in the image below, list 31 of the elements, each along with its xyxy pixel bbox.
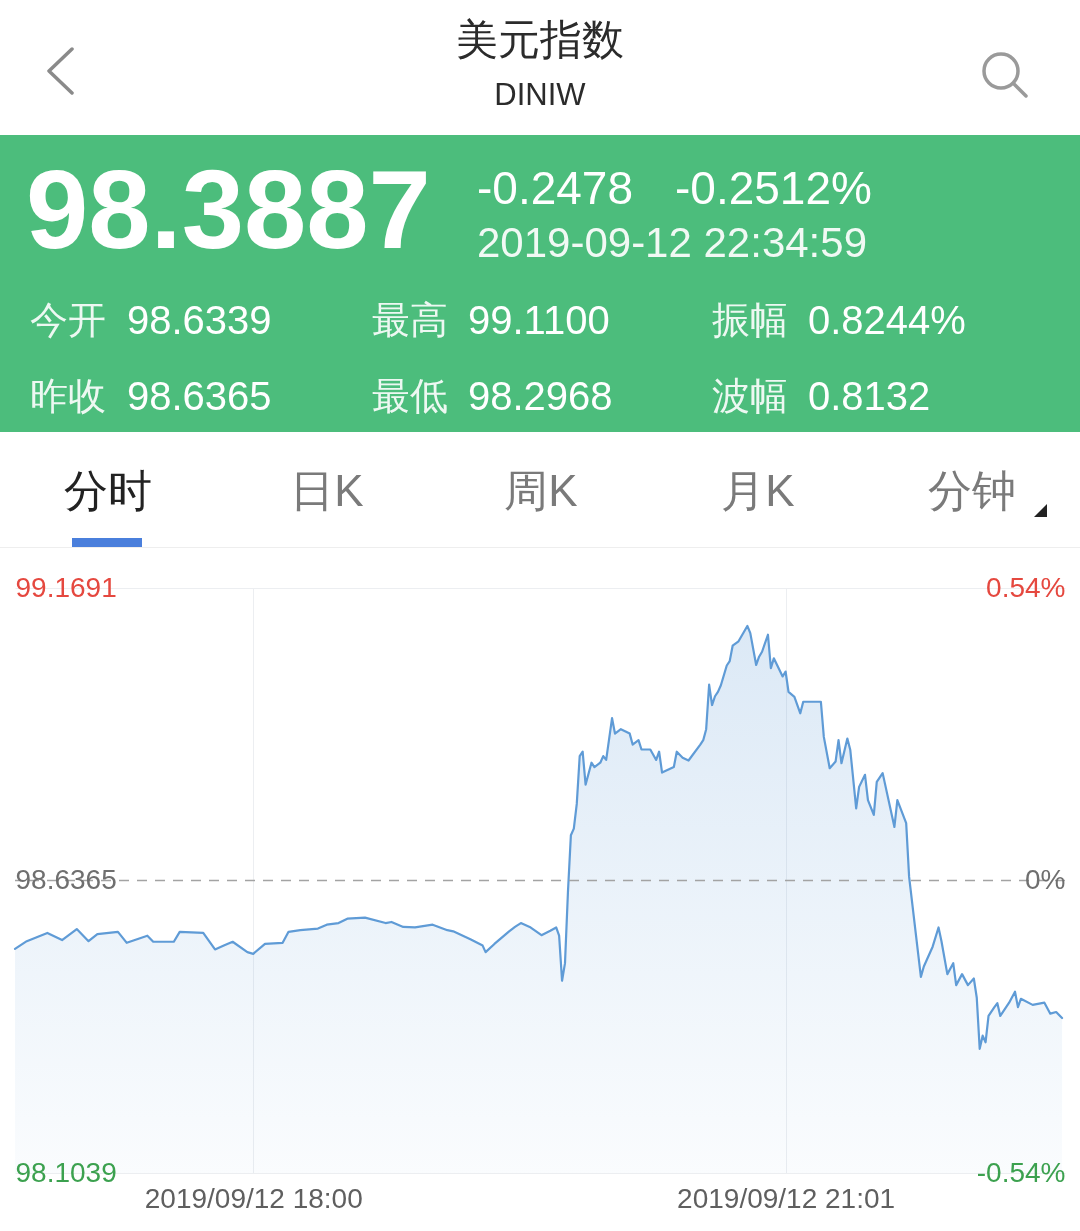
chart-subtitle: DINIW	[494, 76, 586, 113]
text: 0.8244%	[808, 297, 966, 344]
x-tick-label: 2019/09/12 21:01	[677, 1182, 896, 1214]
text: 最高	[372, 298, 448, 343]
text: 98.6339	[127, 297, 272, 344]
text: 今开	[30, 298, 106, 343]
chart-title: 美元指数	[456, 15, 624, 65]
y-tick-label: 98.6365	[15, 864, 117, 895]
text: 最低	[372, 374, 448, 419]
text: 分时	[64, 465, 152, 517]
text: 98.3887	[26, 146, 431, 274]
y-tick-label: 99.1691	[15, 571, 117, 603]
text: 周K	[504, 465, 578, 517]
text: 98.2968	[468, 373, 613, 420]
y2-tick-label: 0.54%	[986, 571, 1066, 603]
y-tick-label: 98.1039	[15, 1156, 117, 1188]
text: 98.6365	[127, 373, 272, 420]
text: -0.2478	[477, 161, 634, 216]
text: 昨收	[30, 374, 106, 419]
text: 振幅	[712, 298, 788, 343]
text: 分钟	[928, 465, 1016, 517]
x-tick-label: 2019/09/12 18:00	[144, 1182, 363, 1214]
text: 月K	[721, 465, 795, 517]
y2-tick-label: -0.54%	[976, 1156, 1066, 1188]
y2-tick-label: 0%	[1025, 864, 1066, 895]
text: 99.1100	[468, 297, 610, 344]
text: 0.8132	[808, 373, 931, 420]
text: 日K	[290, 465, 364, 517]
text: 2019-09-12 22:34:59	[477, 218, 867, 268]
text: -0.2512%	[675, 161, 872, 216]
text: 波幅	[712, 374, 788, 419]
